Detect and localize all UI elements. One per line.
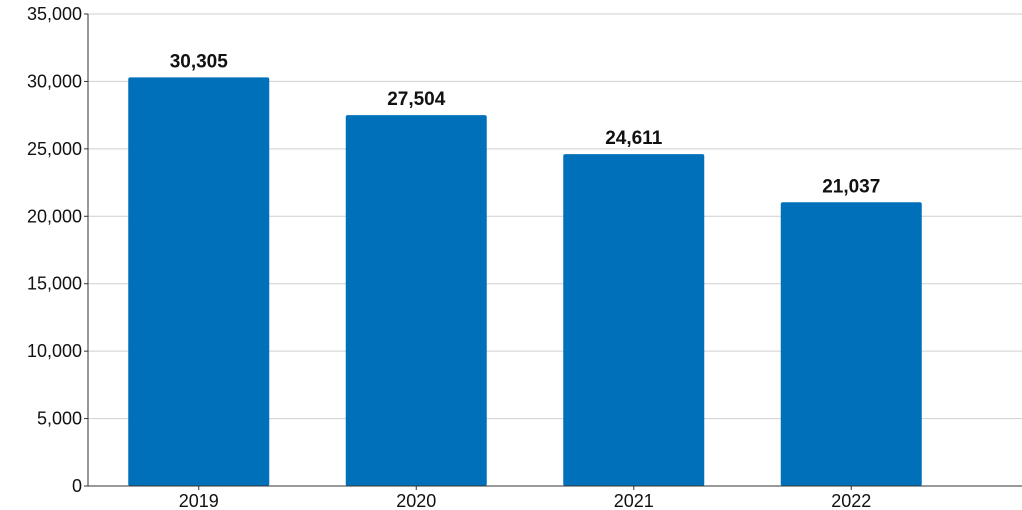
bar [128, 77, 270, 486]
y-tick-label: 10,000 [27, 341, 82, 361]
x-tick-label: 2020 [396, 491, 436, 510]
x-tick-label: 2021 [614, 491, 654, 510]
data-labels: 30,305 27,504 24,611 21,037 [170, 51, 881, 197]
y-tick-label: 20,000 [27, 206, 82, 226]
x-tick-label: 2022 [831, 491, 871, 510]
bar-value-label: 21,037 [822, 176, 880, 197]
y-tick-label: 30,000 [27, 71, 82, 91]
y-tick-label: 0 [72, 476, 82, 496]
x-tick-label: 2019 [179, 491, 219, 510]
bars [128, 77, 922, 486]
bar-value-label: 27,504 [387, 89, 446, 110]
bar [780, 202, 922, 486]
bar-value-label: 24,611 [605, 128, 662, 149]
y-tick-label: 5,000 [37, 409, 82, 429]
y-tick-label: 25,000 [27, 139, 82, 159]
y-tick-label: 35,000 [27, 4, 82, 24]
y-tick-label: 15,000 [27, 274, 82, 294]
bar [345, 115, 487, 486]
bar [563, 154, 705, 486]
axes: 0 5,000 10,000 15,000 20,000 25,000 30,000 35,0… [27, 4, 1022, 510]
bar-value-label: 30,305 [170, 51, 229, 72]
